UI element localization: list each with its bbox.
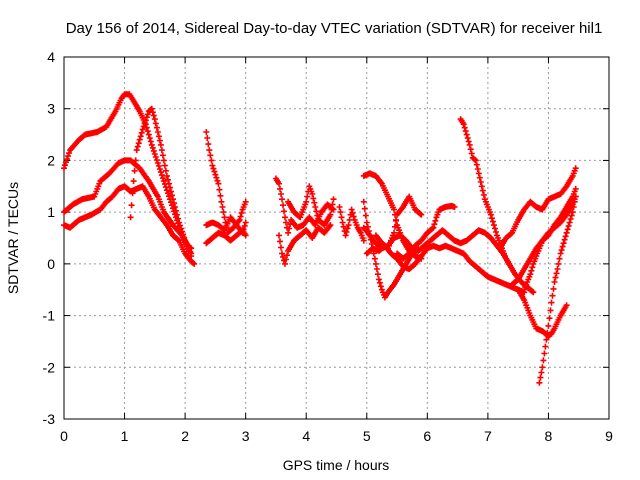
x-tick-label: 0 [60, 428, 68, 444]
series-track-3 [61, 183, 198, 267]
y-axis: -3 -2 -1 0 1 2 3 4 [43, 49, 609, 427]
series-track-21 [521, 193, 579, 293]
series-markers [203, 129, 249, 236]
series-track-1 [61, 91, 195, 257]
series-track-7 [203, 227, 249, 247]
x-tick-label: 9 [605, 428, 613, 444]
series-track-23 [536, 193, 579, 386]
series-markers [536, 193, 579, 386]
plot-area [61, 91, 579, 386]
y-tick-label: -2 [43, 359, 56, 375]
plot-frame [63, 56, 610, 420]
y-tick-label: 2 [47, 152, 55, 168]
y-tick-label: 3 [47, 101, 55, 117]
series-markers [272, 175, 337, 236]
series-track-5 [203, 129, 249, 236]
series-track-10 [285, 183, 337, 229]
x-tick-label: 3 [242, 428, 250, 444]
x-tick-label: 6 [423, 428, 431, 444]
series-markers [372, 193, 425, 252]
grid-lines [64, 57, 609, 419]
series-track-22 [515, 286, 570, 340]
y-tick-label: -3 [43, 411, 56, 427]
x-tick-label: 1 [121, 428, 129, 444]
y-tick-label: 1 [47, 204, 55, 220]
series-markers [203, 227, 249, 247]
series-track-9 [276, 222, 334, 267]
series-track-17 [394, 202, 458, 262]
y-tick-label: 0 [47, 256, 55, 272]
series-track-2 [61, 157, 195, 252]
series-track-19 [497, 165, 579, 252]
chart-title: Day 156 of 2014, Sidereal Day-to-day VTE… [66, 20, 603, 37]
series-markers [61, 91, 195, 257]
y-axis-label: SDTVAR / TECUs [5, 182, 21, 294]
series-track-18 [457, 116, 513, 267]
series-markers [61, 183, 198, 267]
x-axis: 0 1 2 3 4 5 6 7 8 9 [60, 57, 613, 444]
series-track-16 [372, 193, 425, 252]
series-markers [336, 204, 367, 244]
series-markers [285, 183, 337, 229]
series-track-8 [272, 175, 337, 236]
series-track-4 [127, 105, 195, 260]
series-markers [515, 286, 570, 340]
x-tick-label: 7 [484, 428, 492, 444]
x-tick-label: 8 [545, 428, 553, 444]
x-tick-label: 2 [181, 428, 189, 444]
x-tick-label: 5 [363, 428, 371, 444]
x-tick-label: 4 [302, 428, 310, 444]
y-tick-label: -1 [43, 308, 56, 324]
series-markers [457, 116, 513, 267]
x-axis-label: GPS time / hours [283, 457, 390, 473]
series-markers [497, 165, 579, 252]
series-markers [127, 105, 195, 260]
series-markers [61, 157, 195, 252]
series-markers [276, 222, 334, 267]
series-markers [394, 202, 458, 262]
y-tick-label: 4 [47, 49, 55, 65]
series-markers [521, 193, 579, 293]
series-track-11 [336, 204, 367, 244]
